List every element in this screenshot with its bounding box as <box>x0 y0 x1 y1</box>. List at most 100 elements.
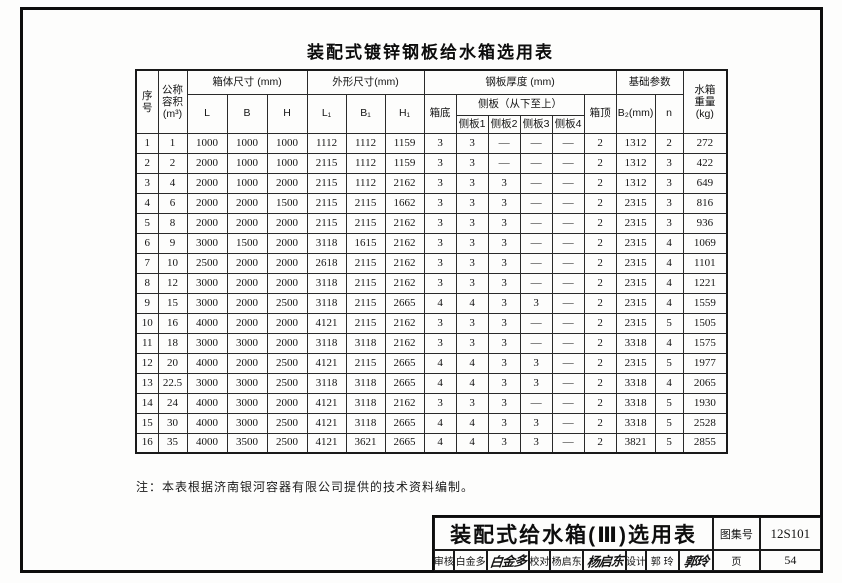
table-cell: 2665 <box>384 352 425 374</box>
table-cell: 5 <box>654 352 684 374</box>
table-cell: 4 <box>654 332 684 354</box>
table-cell: 2115 <box>306 192 347 214</box>
page-title: 装配式镀锌钢板给水箱选用表 <box>307 43 554 62</box>
table-cell: 1000 <box>266 132 308 154</box>
review-signature-text: 白金多 <box>489 553 528 570</box>
table-cell: 3 <box>519 352 553 374</box>
table-cell: 2500 <box>186 252 228 274</box>
table-row: 2 2 2000 1000 1000 2115 1112 1159 3 3— — —2 1312 3 422 <box>135 152 728 174</box>
title-block-top-row: 装配式给水箱(Ⅲ)选用表 图集号 12S101 <box>434 517 821 550</box>
table-cell: 3 <box>455 192 489 214</box>
table-cell: 20 <box>157 352 188 374</box>
table-cell: 3118 <box>306 292 347 314</box>
table-cell: 2 <box>135 152 159 174</box>
table-cell: — <box>551 332 585 354</box>
table-cell: 2 <box>583 252 617 274</box>
table-cell: 3000 <box>226 412 268 434</box>
proofread-name: 杨启东 <box>549 550 584 571</box>
table-cell: 2315 <box>615 212 656 234</box>
table-cell: 35 <box>157 432 188 454</box>
table-cell: 3 <box>423 232 457 254</box>
header-box-bottom: 箱底 <box>423 93 457 134</box>
table-cell: 4121 <box>306 432 347 454</box>
table-cell: 1069 <box>682 232 728 254</box>
table-cell: 3 <box>455 232 489 254</box>
table-cell: 4000 <box>186 412 228 434</box>
header-weight: 水箱 重量 (kg) <box>682 69 728 134</box>
table-cell: 4 <box>455 352 489 374</box>
table-cell: 5 <box>654 432 684 454</box>
table-cell: — <box>551 232 585 254</box>
table-cell: 3 <box>487 232 521 254</box>
table-cell: 4 <box>654 292 684 314</box>
table-cell: 2618 <box>306 252 347 274</box>
table-cell: — <box>519 392 553 414</box>
table-cell: 2115 <box>306 152 347 174</box>
table-cell: 4000 <box>186 432 228 454</box>
design-label: 设计 <box>626 550 646 571</box>
table-cell: 3118 <box>306 372 347 394</box>
table-cell: 2855 <box>682 432 728 454</box>
table-cell: 1 <box>157 132 188 154</box>
sheet-title: 装配式给水箱(Ⅲ)选用表 <box>434 517 714 550</box>
table-row: 15 30 4000 3000 2500 4121 3118 2665 4 4 3 3—2 3318 5 2… <box>135 412 728 434</box>
table-cell: 2 <box>583 232 617 254</box>
table-cell: 9 <box>157 232 188 254</box>
table-row: 8 12 3000 2000 2000 3118 2115 2162 3 3 3— —2 2315 4 12… <box>135 272 728 294</box>
table-cell: 4 <box>423 352 457 374</box>
table-cell: 2 <box>157 152 188 174</box>
table-cell: 2500 <box>266 412 308 434</box>
table-cell: 1559 <box>682 292 728 314</box>
table-cell: 2315 <box>615 292 656 314</box>
table-cell: — <box>519 172 553 194</box>
table-cell: 4121 <box>306 412 347 434</box>
table-cell: 2 <box>583 192 617 214</box>
table-cell: 6 <box>135 232 159 254</box>
table-cell: 3 <box>423 172 457 194</box>
table-row: 9 15 3000 2000 2500 3118 2115 2665 4 4 3 3—2 2315 4 15… <box>135 292 728 314</box>
table-cell: 3 <box>487 392 521 414</box>
table-cell: 1101 <box>682 252 728 274</box>
table-cell: 3 <box>423 312 457 334</box>
table-cell: 2000 <box>226 352 268 374</box>
table-cell: 1500 <box>226 232 268 254</box>
table-cell: 3 <box>487 372 521 394</box>
table-cell: 2000 <box>266 332 308 354</box>
proofread-signature-text: 杨启东 <box>585 553 624 570</box>
table-cell: 816 <box>682 192 728 214</box>
table-cell: 2 <box>583 152 617 174</box>
table-cell: — <box>519 232 553 254</box>
atlas-number-label: 图集号 <box>713 517 760 550</box>
table-cell: 4 <box>423 432 457 454</box>
table-row: 3 4 2000 1000 2000 2115 1112 2162 3 3 3— —2 1312 3 649 <box>135 172 728 194</box>
table-cell: 3 <box>487 332 521 354</box>
header-box-top: 箱顶 <box>583 93 617 134</box>
table-cell: 2 <box>583 172 617 194</box>
table-cell: 4 <box>455 432 489 454</box>
table-cell: 3 <box>487 172 521 194</box>
table-cell: 4121 <box>306 312 347 334</box>
table-cell: 4 <box>423 372 457 394</box>
table-cell: — <box>519 212 553 234</box>
table-cell: 1112 <box>345 172 386 194</box>
atlas-number-value: 12S101 <box>759 517 821 550</box>
table-cell: 4 <box>157 172 188 194</box>
table-cell: — <box>551 372 585 394</box>
table-cell: 14 <box>135 392 159 414</box>
table-row: 16 35 4000 3500 2500 4121 3621 2665 4 4 3 3—2 3821 5 2… <box>135 432 728 454</box>
table-cell: 5 <box>654 412 684 434</box>
table-cell: 2162 <box>384 252 425 274</box>
table-cell: 4 <box>654 272 684 294</box>
title-block-bottom-row: 审核 白金多 白金多 校对 杨启东 杨启东 设计 郭 玲 郭玲 页 54 <box>434 550 822 571</box>
table-cell: 2 <box>583 412 617 434</box>
table-cell: 3 <box>423 132 457 154</box>
table-cell: 1159 <box>384 132 425 154</box>
header-n: n <box>654 93 684 134</box>
table-row: 1 1 1000 1000 1000 1112 1112 1159 3 3— — —2 1312 2 272 <box>135 132 728 154</box>
table-cell: 2115 <box>345 352 386 374</box>
table-cell: 18 <box>157 332 188 354</box>
table-cell: 3318 <box>615 372 656 394</box>
table-cell: 1615 <box>345 232 386 254</box>
table-cell: 2 <box>583 272 617 294</box>
